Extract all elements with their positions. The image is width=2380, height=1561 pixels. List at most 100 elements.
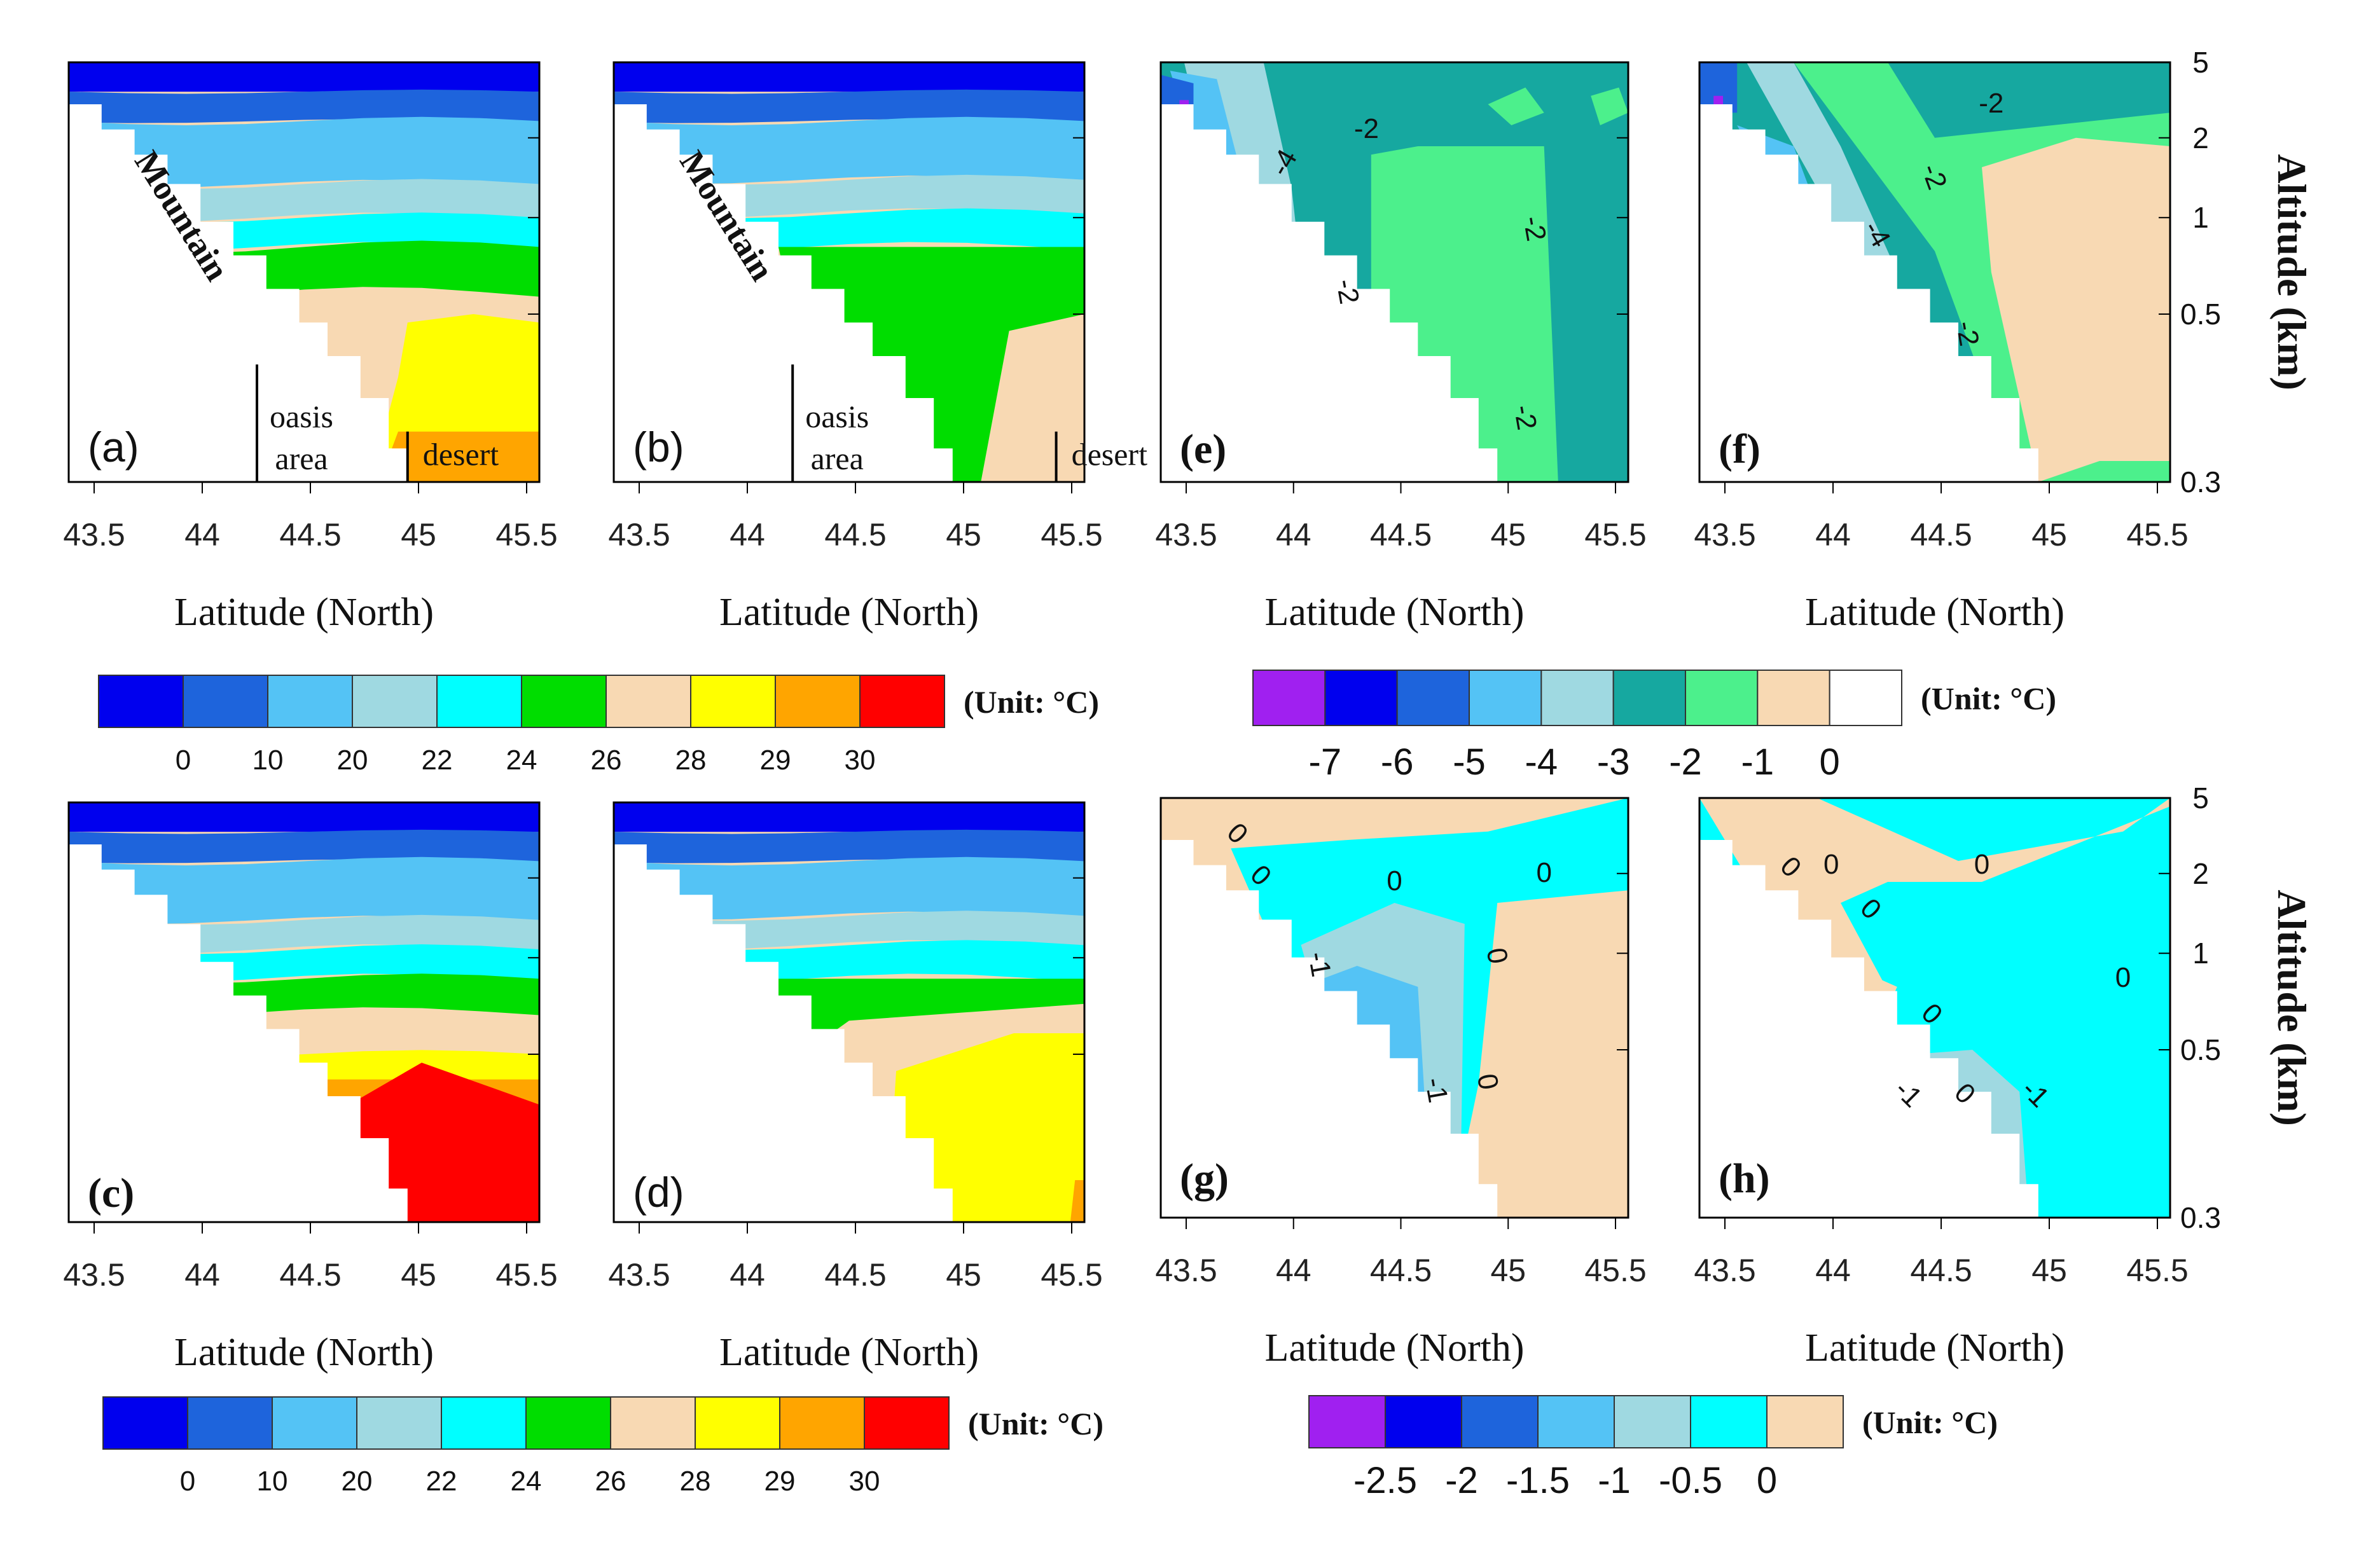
- x-tick-label-a-2: 44.5: [279, 517, 341, 553]
- colorbar-temp_bottom-label-7: 29: [765, 1466, 796, 1497]
- panel-e-field: [1161, 62, 1628, 482]
- frame-a: [67, 61, 541, 483]
- colorbar-temp_top-label-7: 29: [760, 745, 791, 776]
- x-tick-label-e-2: 44.5: [1370, 517, 1432, 553]
- colorbar-diff_ef-label-2: -5: [1453, 741, 1486, 783]
- colorbar-temp_bottom-swatch-9: [864, 1396, 950, 1450]
- colorbar-temp_top-label-1: 10: [253, 745, 284, 776]
- x-tick-label-g-4: 45.5: [1584, 1253, 1646, 1288]
- temp-region-a-1: [69, 62, 539, 92]
- colorbar-diff_gh-swatch-3: [1537, 1395, 1615, 1448]
- colorbar-temp_top-label-4: 24: [506, 745, 537, 776]
- colorbar-diff_ef-label-0: -7: [1309, 741, 1342, 783]
- colorbar-temp_bottom-swatch-2: [272, 1396, 357, 1450]
- temp-region-a-7: [379, 314, 539, 449]
- panel-b-field: [614, 62, 1084, 482]
- colorbar-diff_ef-swatch-4: [1540, 670, 1614, 726]
- x-tick-label-h-4: 45.5: [2126, 1253, 2188, 1288]
- colorbar-temp_top-label-5: 26: [591, 745, 622, 776]
- y-tick-label-h-0: 5: [2192, 781, 2209, 815]
- x-tick-label-a-3: 45: [401, 517, 436, 553]
- x-tick-label-f-1: 44: [1815, 517, 1851, 553]
- colorbar-diff_gh-swatch-2: [1461, 1395, 1539, 1448]
- x-tick-label-b-2: 44.5: [824, 517, 886, 553]
- panel-label-c: (c): [88, 1170, 134, 1216]
- colorbar-diff_ef-swatch-8: [1829, 670, 1903, 726]
- colorbar-diff_gh-swatch-5: [1690, 1395, 1768, 1448]
- panel-h-field: [1699, 798, 2170, 1218]
- frame-e: [1159, 61, 1629, 483]
- terrain-mask-a: [69, 104, 408, 482]
- colorbar-temp_top-label-8: 30: [845, 745, 876, 776]
- temp-region-d-8: [1070, 1180, 1084, 1222]
- colorbar-temp_top-label-3: 22: [422, 745, 453, 776]
- y-tick-label-f-4: 0.3: [2180, 465, 2221, 499]
- x-tick-label-d-1: 44: [730, 1257, 765, 1293]
- frame-g: [1159, 797, 1629, 1219]
- panel-label-h: (h): [1719, 1155, 1770, 1202]
- temp-region-a-3: [69, 116, 539, 188]
- temp-region-b-2: [614, 89, 1084, 123]
- colorbar-temp_top-swatch-1: [183, 675, 268, 728]
- temp-region-c-3: [69, 856, 539, 925]
- colorbar-temp_bottom-label-3: 22: [426, 1466, 457, 1497]
- colorbar-diff_gh-unit: (Unit: °C): [1862, 1405, 1998, 1440]
- terrain-mask-e: [1161, 104, 1498, 482]
- colorbar-temp_bottom-swatch-3: [356, 1396, 442, 1450]
- panel-label-d: (d): [633, 1169, 684, 1216]
- y-tick-label-h-2: 1: [2192, 937, 2209, 970]
- x-axis-label-b: Latitude (North): [719, 591, 979, 634]
- contour-label-e-4: -2: [1507, 402, 1542, 432]
- colorbar-temp_bottom-label-6: 28: [680, 1466, 711, 1497]
- colorbar-diff_ef-label-6: -1: [1741, 741, 1775, 783]
- frame-b: [612, 61, 1086, 483]
- x-tick-label-c-4: 45.5: [495, 1257, 557, 1293]
- x-tick-label-h-3: 45: [2031, 1253, 2067, 1288]
- temp-region-b-1: [614, 62, 1084, 92]
- colorbar-temp_bottom-swatch-0: [102, 1396, 188, 1450]
- x-tick-label-d-3: 45: [946, 1257, 981, 1293]
- area-label-a: area: [275, 441, 328, 476]
- panel-c-field: [69, 802, 539, 1222]
- y-tick-label-h-4: 0.3: [2180, 1201, 2221, 1234]
- x-axis-label-e: Latitude (North): [1264, 591, 1524, 634]
- terrain-mask-d: [614, 844, 953, 1222]
- x-axis-label-d: Latitude (North): [719, 1331, 979, 1374]
- colorbar-diff_gh-swatch-0: [1308, 1395, 1386, 1448]
- contour-label-e-1: -2: [1354, 113, 1379, 144]
- terrain-mask-h: [1699, 840, 2038, 1218]
- colorbar-diff_ef-label-3: -4: [1525, 741, 1558, 783]
- oasis-label-a: oasis: [270, 399, 333, 434]
- colorbar-temp_top-swatch-4: [436, 675, 522, 728]
- colorbar-diff_ef-swatch-7: [1757, 670, 1830, 726]
- temp-region-b-3: [614, 116, 1084, 184]
- terrain-mask-g: [1161, 840, 1498, 1218]
- y-tick-label-f-1: 2: [2192, 121, 2209, 155]
- contour-label-f-3: -2: [1950, 319, 1985, 348]
- colorbar-temp_top-label-6: 28: [675, 745, 707, 776]
- desert-label-a: desert: [423, 437, 499, 472]
- plot-fields: [69, 62, 2170, 1450]
- temp-region-d-1: [614, 802, 1084, 832]
- x-tick-label-b-3: 45: [946, 517, 981, 553]
- terrain-mask-f: [1699, 104, 2038, 482]
- contour-label-h-4: 0: [2115, 962, 2131, 993]
- x-tick-label-d-0: 43.5: [608, 1257, 670, 1293]
- colorbar-diff_gh-label-4: -0.5: [1659, 1460, 1722, 1501]
- colorbar-temp_top-label-2: 20: [337, 745, 368, 776]
- colorbar-diff_ef-swatch-1: [1324, 670, 1398, 726]
- desert-label-b: desert: [1072, 437, 1147, 472]
- x-tick-label-f-3: 45: [2031, 517, 2067, 553]
- colorbar-diff_ef-label-5: -2: [1669, 741, 1702, 783]
- oasis-label-b: oasis: [805, 399, 869, 434]
- x-tick-label-c-1: 44: [184, 1257, 220, 1293]
- colorbar-temp_top-swatch-9: [859, 675, 945, 728]
- contour-label-e-3: -2: [1330, 277, 1365, 306]
- colorbar-temp_top-swatch-0: [98, 675, 184, 728]
- colorbar-diff_gh-swatch-6: [1766, 1395, 1844, 1448]
- x-tick-label-d-4: 45.5: [1041, 1257, 1102, 1293]
- colorbar-diff_ef-unit: (Unit: °C): [1921, 681, 2056, 717]
- panel-d-field: [614, 802, 1084, 1222]
- x-tick-label-f-2: 44.5: [1910, 517, 1972, 553]
